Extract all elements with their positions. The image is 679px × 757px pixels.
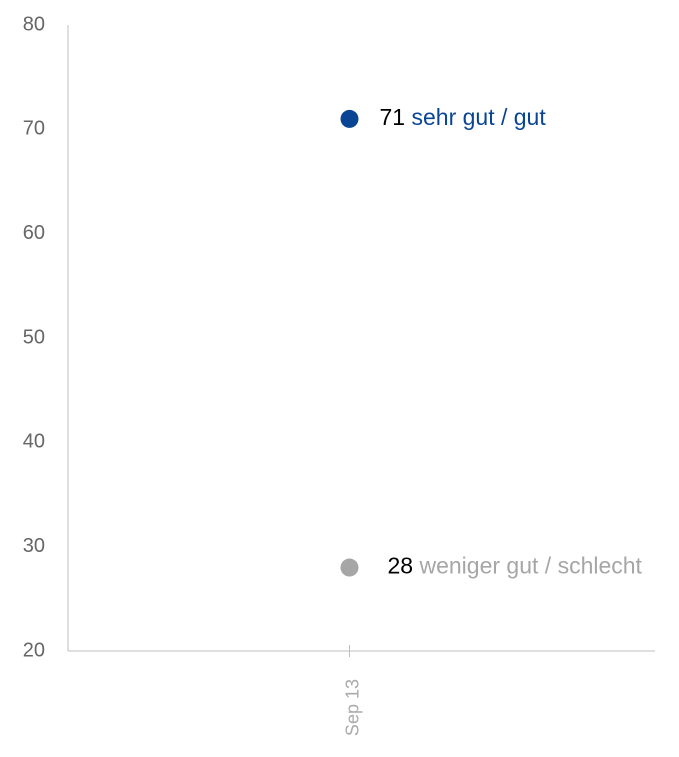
y-tick-label: 20 — [23, 639, 45, 661]
y-tick-label: 40 — [23, 431, 45, 453]
y-tick-label: 30 — [23, 535, 45, 557]
series-name: weniger gut / schlecht — [418, 553, 642, 579]
series-name: sehr gut / gut — [411, 104, 546, 130]
y-tick-label: 50 — [23, 326, 45, 348]
x-tick-label: Sep 13 — [342, 679, 362, 736]
data-value: 28 — [388, 553, 414, 579]
data-value: 71 — [380, 104, 406, 130]
y-tick-label: 80 — [23, 13, 45, 35]
data-point — [340, 558, 359, 577]
y-tick-label: 70 — [23, 118, 45, 140]
data-label: 71 sehr gut / gut — [380, 104, 547, 130]
y-tick-label: 60 — [23, 222, 45, 244]
data-label: 28 weniger gut / schlecht — [388, 553, 643, 579]
data-point — [340, 109, 359, 128]
